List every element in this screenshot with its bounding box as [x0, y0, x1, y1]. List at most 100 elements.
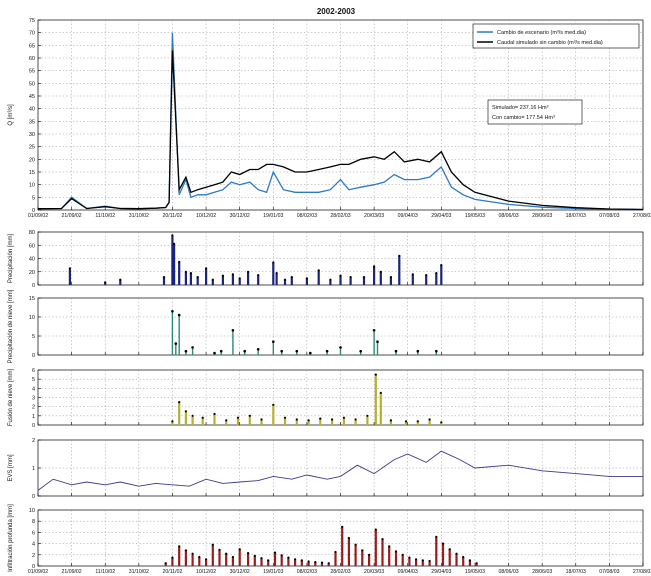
bar-marker — [374, 528, 377, 531]
bar — [171, 235, 174, 285]
point — [171, 310, 174, 313]
bar-marker — [361, 549, 364, 552]
bar — [428, 419, 431, 425]
bar — [354, 544, 357, 566]
bar — [272, 404, 275, 425]
bar — [329, 279, 332, 285]
bar — [225, 553, 228, 566]
bar — [218, 549, 221, 566]
x-tick-label: 31/10/02 — [129, 569, 149, 575]
bar-marker — [171, 420, 174, 423]
bar-marker — [374, 373, 377, 376]
x-tick-label: 01/09/02 — [28, 569, 48, 575]
bar — [366, 415, 369, 425]
x-tick-label: 07/08/03 — [599, 213, 619, 219]
bar — [196, 277, 199, 285]
bar-marker — [257, 274, 260, 277]
point — [309, 351, 312, 355]
bar — [425, 275, 428, 285]
bar — [238, 278, 241, 285]
bar-marker — [191, 414, 194, 417]
y-tick-label: 80 — [29, 230, 35, 236]
x-tick-label: 28/02/03 — [330, 213, 350, 219]
legend-entry: Cambio de escenario (m³/s med.dia) — [497, 30, 586, 36]
bar — [440, 265, 443, 285]
y-tick-label: 10 — [29, 315, 35, 321]
y-tick-label: 0 — [32, 353, 35, 359]
bar — [184, 411, 187, 426]
bar — [273, 552, 277, 566]
panel-infiltracion: 0 2 4 6 8 10 01/09/02 21/09/02 11/10/02 31/10/02 2… — [8, 504, 651, 575]
legend-box — [472, 23, 640, 49]
bar — [435, 536, 438, 566]
bar-marker — [225, 552, 228, 555]
bar-marker — [236, 416, 240, 419]
bar-marker — [253, 554, 256, 558]
point — [359, 349, 363, 353]
bar — [404, 421, 408, 425]
y-tick-label: 0 — [32, 423, 35, 429]
bar — [191, 415, 194, 425]
bar-marker — [347, 536, 350, 540]
bar — [184, 550, 187, 566]
x-tick-label: 28/02/03 — [330, 569, 350, 575]
panel-caudal: 0 5 10 15 20 25 30 35 40 45 50 55 60 65 70 75 01/09/02 21… — [8, 18, 651, 219]
bar — [441, 543, 445, 566]
y-tick-label: 70 — [29, 31, 35, 37]
bar — [290, 277, 293, 285]
bar-marker — [329, 278, 332, 281]
bar — [201, 417, 204, 425]
bar-marker — [314, 561, 317, 564]
bar-marker — [300, 559, 303, 562]
bar-marker — [218, 548, 221, 551]
bar-marker — [280, 554, 283, 557]
x-tick-label: 10/12/02 — [196, 213, 216, 219]
bar-marker — [408, 556, 411, 559]
bar-marker — [354, 543, 357, 546]
bar — [260, 558, 263, 566]
point — [416, 349, 420, 353]
bar-marker — [398, 254, 401, 257]
y-tick-label: 40 — [29, 107, 35, 113]
bar-marker — [162, 276, 166, 279]
x-tick-label: 11/10/02 — [95, 213, 115, 219]
bar-marker — [171, 556, 174, 559]
bar — [119, 279, 122, 285]
x-tick-label: 01/09/02 — [28, 213, 48, 219]
y-tick-label: 60 — [29, 243, 35, 249]
bar-marker — [342, 416, 345, 419]
bar-marker — [189, 272, 192, 275]
x-tick-label: 20/11/02 — [163, 569, 183, 575]
bar — [411, 274, 414, 285]
bar-marker — [475, 562, 478, 565]
bar-marker — [394, 550, 398, 553]
bar — [205, 559, 208, 566]
point — [295, 349, 299, 353]
bar-marker — [178, 401, 181, 404]
bar-marker — [196, 276, 199, 279]
bar-marker — [178, 545, 181, 548]
bar-marker — [468, 559, 471, 562]
point — [372, 329, 376, 332]
x-tick-label: 18/07/03 — [566, 213, 586, 219]
bar-marker — [198, 555, 201, 559]
y-tick-label: 1 — [32, 414, 35, 420]
bar-marker — [448, 548, 451, 551]
bar-marker — [354, 418, 357, 421]
bar — [231, 274, 234, 285]
bar — [475, 563, 478, 566]
bar-marker — [238, 277, 241, 280]
bar — [361, 550, 364, 566]
bar — [280, 555, 283, 566]
legend-entry: Caudal simulado sin cambio (m³/s med.dia… — [497, 40, 603, 46]
point — [231, 329, 235, 332]
y-tick-label: 2 — [32, 438, 35, 444]
bar — [205, 268, 208, 285]
series-line-1 — [37, 50, 644, 211]
bar — [341, 526, 344, 566]
bar-marker — [401, 553, 404, 556]
y-tick-label: 4 — [32, 386, 35, 392]
y-tick-label: 6 — [32, 368, 35, 374]
bar — [247, 553, 250, 566]
bar — [347, 538, 350, 566]
